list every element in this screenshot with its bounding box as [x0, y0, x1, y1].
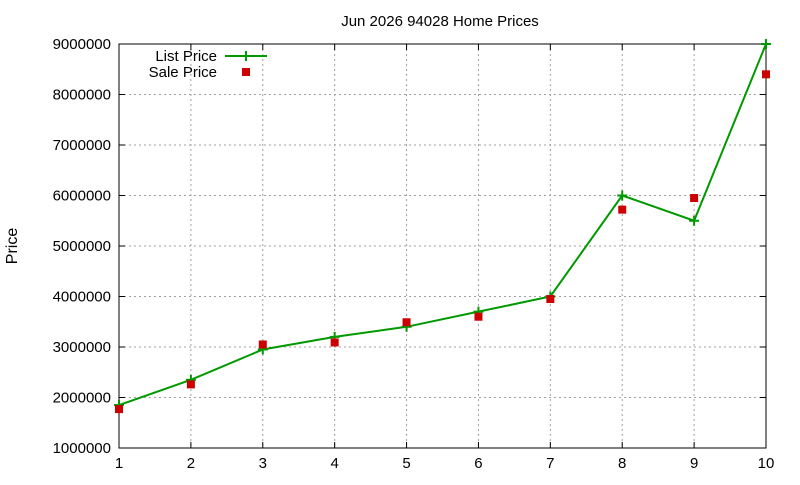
x-tick-label: 2 — [187, 455, 195, 472]
y-tick-label: 9000000 — [53, 36, 111, 53]
x-tick-label: 7 — [546, 455, 554, 472]
list-price-point — [617, 190, 628, 201]
chart-title: Jun 2026 94028 Home Prices — [341, 13, 539, 30]
sale-price-point — [762, 70, 770, 79]
list-price-point — [689, 215, 700, 226]
tick-labels: 1 2 3 4 5 6 7 8 9 10 1000000 2000000 3000000 4000000 5… — [53, 36, 775, 472]
sale-price-point — [546, 295, 555, 304]
x-tick-label: 1 — [115, 455, 123, 472]
sale-price-point — [115, 405, 123, 414]
series-layer — [114, 39, 771, 414]
x-tick-label: 6 — [474, 455, 482, 472]
y-tick-label: 6000000 — [53, 188, 111, 205]
x-tick-label: 4 — [330, 455, 338, 472]
legend-label-list-price: List Price — [155, 48, 217, 65]
y-tick-label: 7000000 — [53, 137, 111, 154]
y-tick-label: 8000000 — [53, 87, 111, 104]
y-tick-label: 4000000 — [53, 289, 111, 306]
x-tick-label: 3 — [259, 455, 267, 472]
list-price-line — [118, 43, 767, 407]
x-tick-label: 10 — [758, 455, 775, 472]
y-tick-label: 2000000 — [53, 390, 111, 407]
x-tick-label: 5 — [402, 455, 410, 472]
sale-price-point — [402, 318, 411, 327]
grid-lines — [119, 44, 766, 448]
sale-price-point — [186, 380, 195, 389]
y-tick-label: 5000000 — [53, 238, 111, 255]
legend-marker-list-price — [241, 51, 251, 61]
x-tick-label: 8 — [618, 455, 626, 472]
legend-swatch-sale-price — [242, 68, 250, 76]
x-tick-label: 9 — [690, 455, 698, 472]
sale-price-point — [474, 312, 483, 321]
y-tick-label: 1000000 — [53, 440, 111, 457]
list-price-point — [761, 39, 771, 49]
legend-label-sale-price: Sale Price — [149, 64, 217, 81]
sale-price-point — [330, 338, 339, 347]
sale-price-point — [618, 205, 627, 214]
sale-price-point — [690, 194, 699, 203]
sale-price-point — [258, 340, 267, 349]
y-axis-label: Price — [4, 228, 21, 265]
y-tick-label: 3000000 — [53, 339, 111, 356]
